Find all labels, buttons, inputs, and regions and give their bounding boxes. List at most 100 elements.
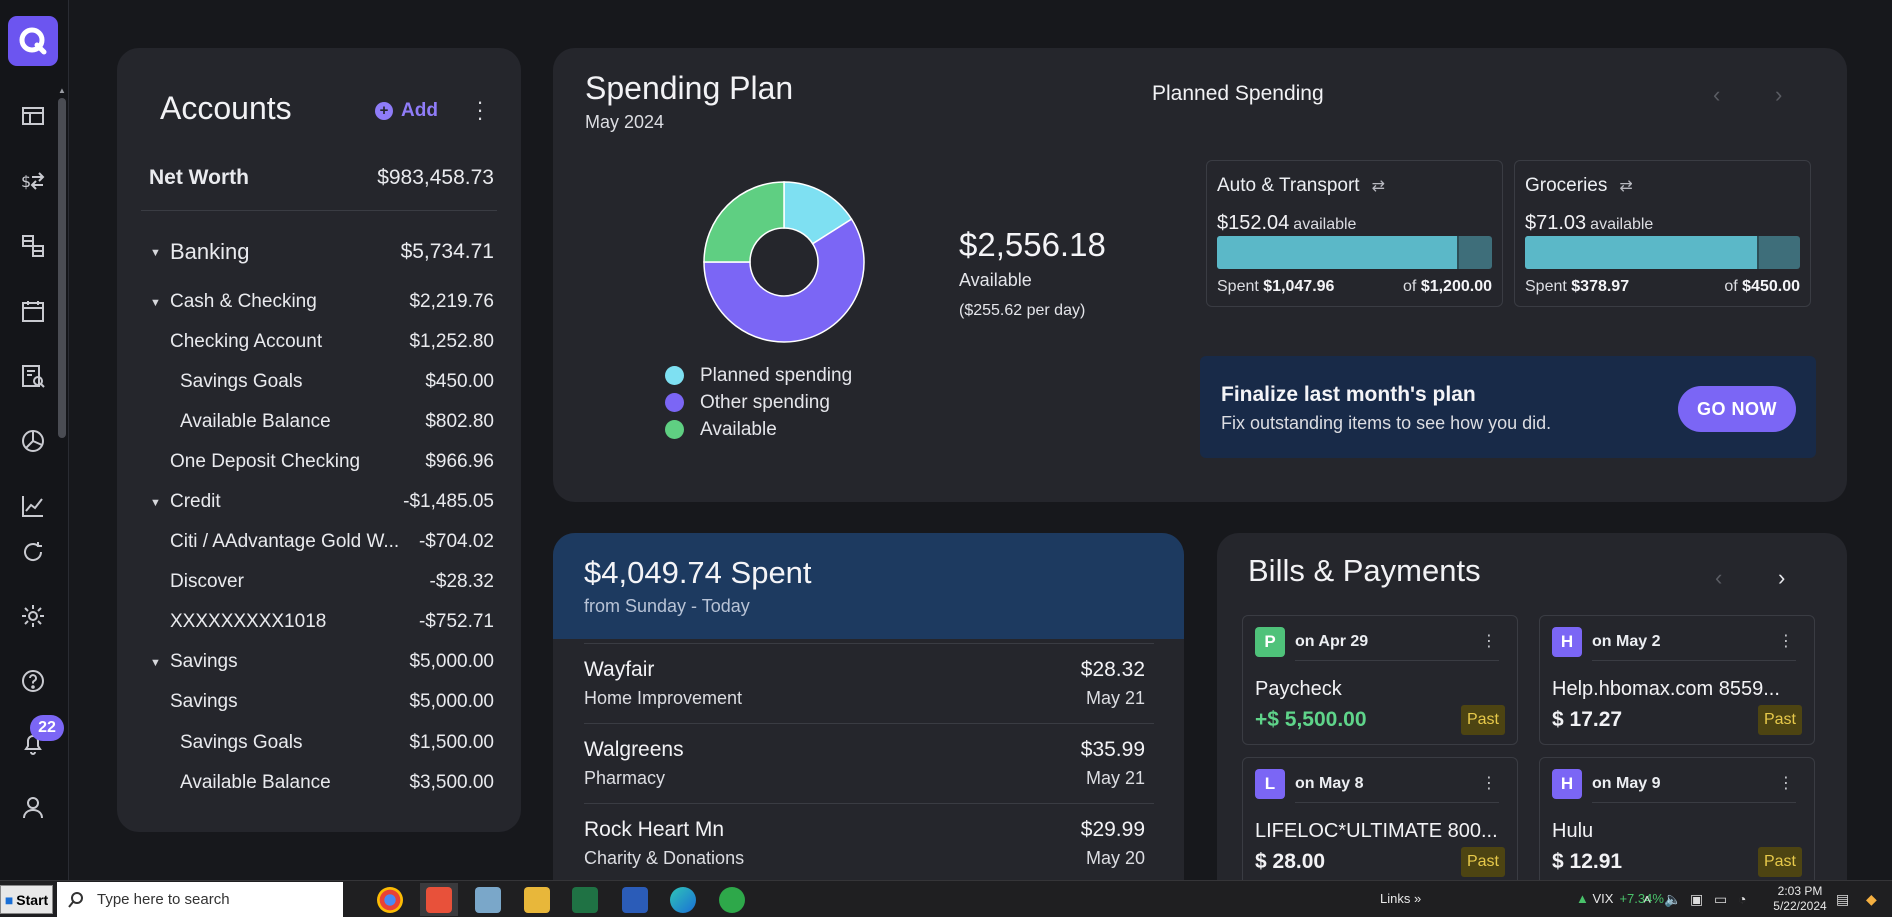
start-button[interactable]: ■ Start xyxy=(0,885,53,914)
reports-search-icon[interactable] xyxy=(17,360,49,392)
account-savings-goals-2[interactable]: Savings Goals $1,500.00 xyxy=(117,723,521,763)
transactions-icon[interactable]: $ xyxy=(17,165,49,197)
speaker-icon[interactable]: 🔈 xyxy=(1664,891,1682,907)
caret-down-icon[interactable]: ▼ xyxy=(150,497,161,509)
chevron-left-icon[interactable]: ‹ xyxy=(1715,565,1723,590)
spent-total: $4,049.74 Spent xyxy=(584,555,812,590)
category-available: $152.04 available xyxy=(1217,212,1356,235)
investments-chart-icon[interactable] xyxy=(17,490,49,522)
planning-pie-icon[interactable] xyxy=(17,425,49,457)
account-discover[interactable]: Discover -$28.32 xyxy=(117,562,521,602)
quicken-logo[interactable] xyxy=(8,16,58,66)
net-worth-row[interactable]: Net Worth $983,458.73 xyxy=(117,158,521,198)
spending-plan-panel: Spending Plan May 2024 Planned Spending … xyxy=(553,48,1847,502)
account-one-deposit-checking[interactable]: One Deposit Checking $966.96 xyxy=(117,442,521,482)
finalize-title: Finalize last month's plan xyxy=(1221,383,1476,406)
account-group-savings[interactable]: ▼ Savings $5,000.00 xyxy=(117,642,521,682)
clock-time: 2:03 PM xyxy=(1777,884,1823,898)
progress-sep xyxy=(1756,236,1759,269)
category-budget: of $1,200.00 xyxy=(1403,278,1492,296)
account-label: One Deposit Checking xyxy=(170,451,361,472)
of-label: of xyxy=(1724,278,1738,295)
account-value: $802.80 xyxy=(425,411,494,432)
display-icon[interactable]: ▭ xyxy=(1714,891,1728,907)
account-label: Discover xyxy=(170,571,244,592)
category-budget: of $450.00 xyxy=(1724,278,1800,296)
dashboard-icon[interactable] xyxy=(17,100,49,132)
scroll-up-arrow[interactable]: ▲ xyxy=(58,86,66,95)
chevron-right-icon[interactable]: › xyxy=(1775,82,1783,107)
bill-card[interactable]: P on Apr 29 ⋮ Paycheck +$ 5,500.00 Past xyxy=(1242,615,1518,745)
chevron-left-icon[interactable]: ‹ xyxy=(1713,82,1721,107)
bill-menu-kebab-icon[interactable]: ⋮ xyxy=(1481,775,1497,792)
bill-date: on May 9 xyxy=(1592,775,1661,792)
file-explorer-icon[interactable] xyxy=(524,887,550,913)
plan-month: May 2024 xyxy=(585,112,665,132)
bill-card[interactable]: L on May 8 ⋮ LIFELOC*ULTIMATE 800... $ 2… xyxy=(1242,757,1518,880)
word-icon[interactable] xyxy=(622,887,648,913)
account-group-cash-checking[interactable]: ▼ Cash & Checking $2,219.76 xyxy=(117,282,521,322)
chevron-up-icon[interactable]: ˄ xyxy=(1643,891,1652,907)
taskbar-clock[interactable]: 2:03 PM 5/22/2024 xyxy=(1770,884,1830,914)
available-amount: $2,556.18 xyxy=(959,226,1106,263)
edge-icon[interactable] xyxy=(670,887,696,913)
profile-icon[interactable] xyxy=(17,791,49,823)
action-center-icon[interactable]: ▤ xyxy=(1836,891,1850,907)
bill-card[interactable]: H on May 9 ⋮ Hulu $ 12.91 Past xyxy=(1539,757,1815,880)
caret-down-icon[interactable]: ▼ xyxy=(150,247,161,259)
accounts-icon[interactable] xyxy=(17,230,49,262)
caret-down-icon[interactable]: ▼ xyxy=(150,297,161,309)
network-icon[interactable]: ◔ xyxy=(1738,891,1747,907)
account-group-banking[interactable]: ▼ Banking $5,734.71 xyxy=(117,232,521,272)
category-card-groceries[interactable]: Groceries ⇄ $71.03 available Spent $378.97… xyxy=(1514,160,1811,307)
bill-menu-kebab-icon[interactable]: ⋮ xyxy=(1778,633,1794,650)
progress-fill xyxy=(1217,236,1458,269)
bill-amount: +$ 5,500.00 xyxy=(1255,708,1367,731)
chevron-right-icon[interactable]: › xyxy=(1778,565,1786,590)
bill-menu-kebab-icon[interactable]: ⋮ xyxy=(1778,775,1794,792)
category-card-auto-transport[interactable]: Auto & Transport ⇄ $152.04 available Spent… xyxy=(1206,160,1503,307)
snagit-icon[interactable] xyxy=(426,887,452,913)
account-checking-account[interactable]: Checking Account $1,252.80 xyxy=(117,322,521,362)
account-available-balance-2[interactable]: Available Balance $3,500.00 xyxy=(117,763,521,803)
merchant: Wayfair xyxy=(584,658,655,681)
excel-icon[interactable] xyxy=(572,887,598,913)
caret-down-icon[interactable]: ▼ xyxy=(150,657,161,669)
go-now-button[interactable]: GO NOW xyxy=(1678,386,1796,432)
transaction-row[interactable]: Walgreens Pharmacy $35.99 May 21 xyxy=(584,723,1154,803)
progress-sep xyxy=(1457,236,1460,269)
transaction-row[interactable]: Wayfair Home Improvement $28.32 May 21 xyxy=(584,643,1154,723)
add-account-button[interactable]: + Add xyxy=(375,100,438,122)
available-label: Available xyxy=(959,270,1032,290)
category-progress-bar xyxy=(1525,236,1800,269)
transaction-row[interactable]: Rock Heart Mn Charity & Donations $29.99… xyxy=(584,803,1154,880)
bill-card[interactable]: H on May 2 ⋮ Help.hbomax.com 8559... $ 1… xyxy=(1539,615,1815,745)
vix-ticker[interactable]: ▲ VIX +7.34% xyxy=(1576,891,1664,906)
account-citi-aadvantage[interactable]: Citi / AAdvantage Gold W... -$704.02 xyxy=(117,522,521,562)
chrome-icon[interactable] xyxy=(377,887,403,913)
notepad-icon[interactable] xyxy=(475,887,501,913)
category-available: $71.03 available xyxy=(1525,212,1653,235)
account-value: $3,500.00 xyxy=(409,772,494,793)
accounts-menu-kebab-icon[interactable]: · · · xyxy=(476,89,484,130)
divider xyxy=(1295,802,1499,803)
account-available-balance[interactable]: Available Balance $802.80 xyxy=(117,402,521,442)
account-group-credit[interactable]: ▼ Credit -$1,485.05 xyxy=(117,482,521,522)
account-savings[interactable]: Savings $5,000.00 xyxy=(117,682,521,722)
help-icon[interactable] xyxy=(17,665,49,697)
refresh-icon[interactable] xyxy=(17,536,49,568)
date: May 21 xyxy=(1085,768,1145,788)
copilot-icon[interactable]: ◆ xyxy=(1866,891,1877,907)
bill-menu-kebab-icon[interactable]: ⋮ xyxy=(1481,633,1497,650)
meet-icon[interactable]: ▣ xyxy=(1690,891,1704,907)
bill-amount: $ 17.27 xyxy=(1552,708,1623,731)
calendar-icon[interactable] xyxy=(17,295,49,327)
account-xxxx1018[interactable]: XXXXXXXXX1018 -$752.71 xyxy=(117,602,521,642)
category-name-text: Auto & Transport xyxy=(1217,175,1360,196)
taskbar-search-box[interactable]: Type here to search xyxy=(57,882,343,917)
rail-scrollbar[interactable] xyxy=(58,98,66,438)
settings-gear-icon[interactable] xyxy=(17,600,49,632)
links-toolbar[interactable]: Links » xyxy=(1380,891,1422,906)
evernote-icon[interactable] xyxy=(719,887,745,913)
account-savings-goals[interactable]: Savings Goals $450.00 xyxy=(117,362,521,402)
